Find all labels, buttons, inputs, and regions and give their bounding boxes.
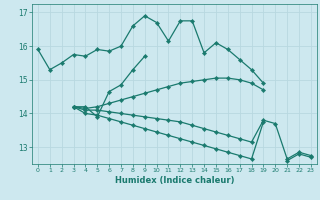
X-axis label: Humidex (Indice chaleur): Humidex (Indice chaleur) [115, 176, 234, 185]
